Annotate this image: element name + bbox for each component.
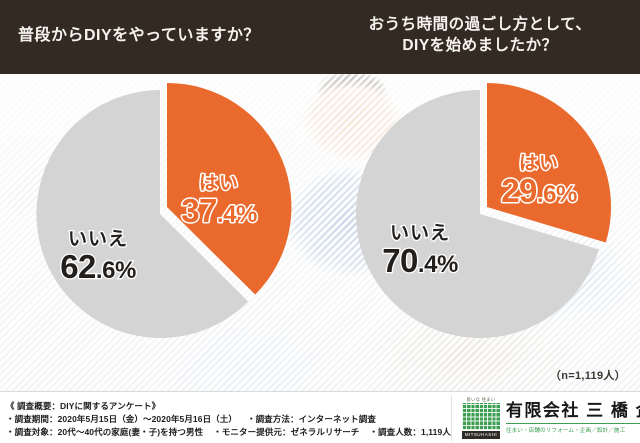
- footer-bar: 《 調査概要：DIYに関するアンケート》 ・調査期間：2020年5月15日（金）…: [0, 391, 640, 443]
- pie-left-box: はい 37.4% いいえ 62.6%: [36, 82, 292, 338]
- pie-left-slice-no: [36, 90, 249, 338]
- survey-monitor: ・モニター提供元：ゼネラルリサーチ: [213, 427, 360, 438]
- survey-period: ・調査期間：2020年5月15日（金）～2020年5月16日（土）: [6, 413, 237, 424]
- pie-chart-right: はい 29.6% いいえ 70.4%: [320, 72, 640, 391]
- header-divider: [0, 72, 640, 74]
- pie-right-slice-yes: [487, 83, 612, 243]
- pie-right-box: はい 29.6% いいえ 70.4%: [356, 83, 612, 338]
- sample-size-note: （n=1,119人）: [549, 370, 626, 382]
- question-title-right: おうち時間の過ごし方として、 DIYを始めましたか？: [368, 16, 592, 54]
- survey-target: ・調査対象：20代～40代の家庭(妻・子)を持つ男性: [6, 427, 204, 438]
- logo-text-block: 有限会社 三 橋 企 画 住まい・店舗のリフォーム・企画／設計／施工: [505, 401, 640, 434]
- company-tagline: 住まい・店舗のリフォーム・企画／設計／施工: [505, 423, 640, 434]
- survey-count: ・調査人数：1,119人: [369, 427, 451, 438]
- survey-line-2: ・調査期間：2020年5月15日（金）～2020年5月16日（土） ・調査方法：イ…: [6, 413, 451, 426]
- header-right: おうち時間の過ごし方として、 DIYを始めましたか？: [320, 0, 640, 72]
- pie-right-svg: [356, 83, 612, 338]
- survey-heading: 《 調査概要：DIYに関するアンケート》: [6, 400, 161, 411]
- pie-right-slice-no: [356, 90, 599, 338]
- logo-grid-pattern: [461, 403, 500, 430]
- logo-romaji: MITSUHASHI: [461, 431, 500, 439]
- company-name: 有限会社 三 橋 企 画: [505, 401, 640, 421]
- pie-chart-left: はい 37.4% いいえ 62.6%: [0, 72, 320, 391]
- question-title-left: 普段からDIYをやっていますか？: [18, 27, 260, 45]
- pie-left-svg: [36, 82, 292, 338]
- logo-grid-icon: 良いな 住まい MITSUHASHI: [461, 397, 500, 439]
- logo-caption: 良いな 住まい: [466, 397, 496, 402]
- chart-stage: はい 37.4% いいえ 62.6% はい: [0, 72, 640, 391]
- survey-summary: 《 調査概要：DIYに関するアンケート》 ・調査期間：2020年5月15日（金）…: [0, 397, 451, 440]
- header-left: 普段からDIYをやっていますか？: [0, 0, 320, 72]
- survey-method: ・調査方法：インターネット調査: [246, 413, 376, 424]
- survey-line-3: ・調査対象：20代～40代の家庭(妻・子)を持つ男性 ・モニター提供元：ゼネラルリ…: [6, 426, 451, 439]
- company-logo[interactable]: 良いな 住まい MITSUHASHI 有限会社 三 橋 企 画 住まい・店舗のリ…: [450, 395, 640, 441]
- pie-left-slice-yes: [167, 82, 292, 295]
- header-bar: 普段からDIYをやっていますか？ おうち時間の過ごし方として、 DIYを始めまし…: [0, 0, 640, 72]
